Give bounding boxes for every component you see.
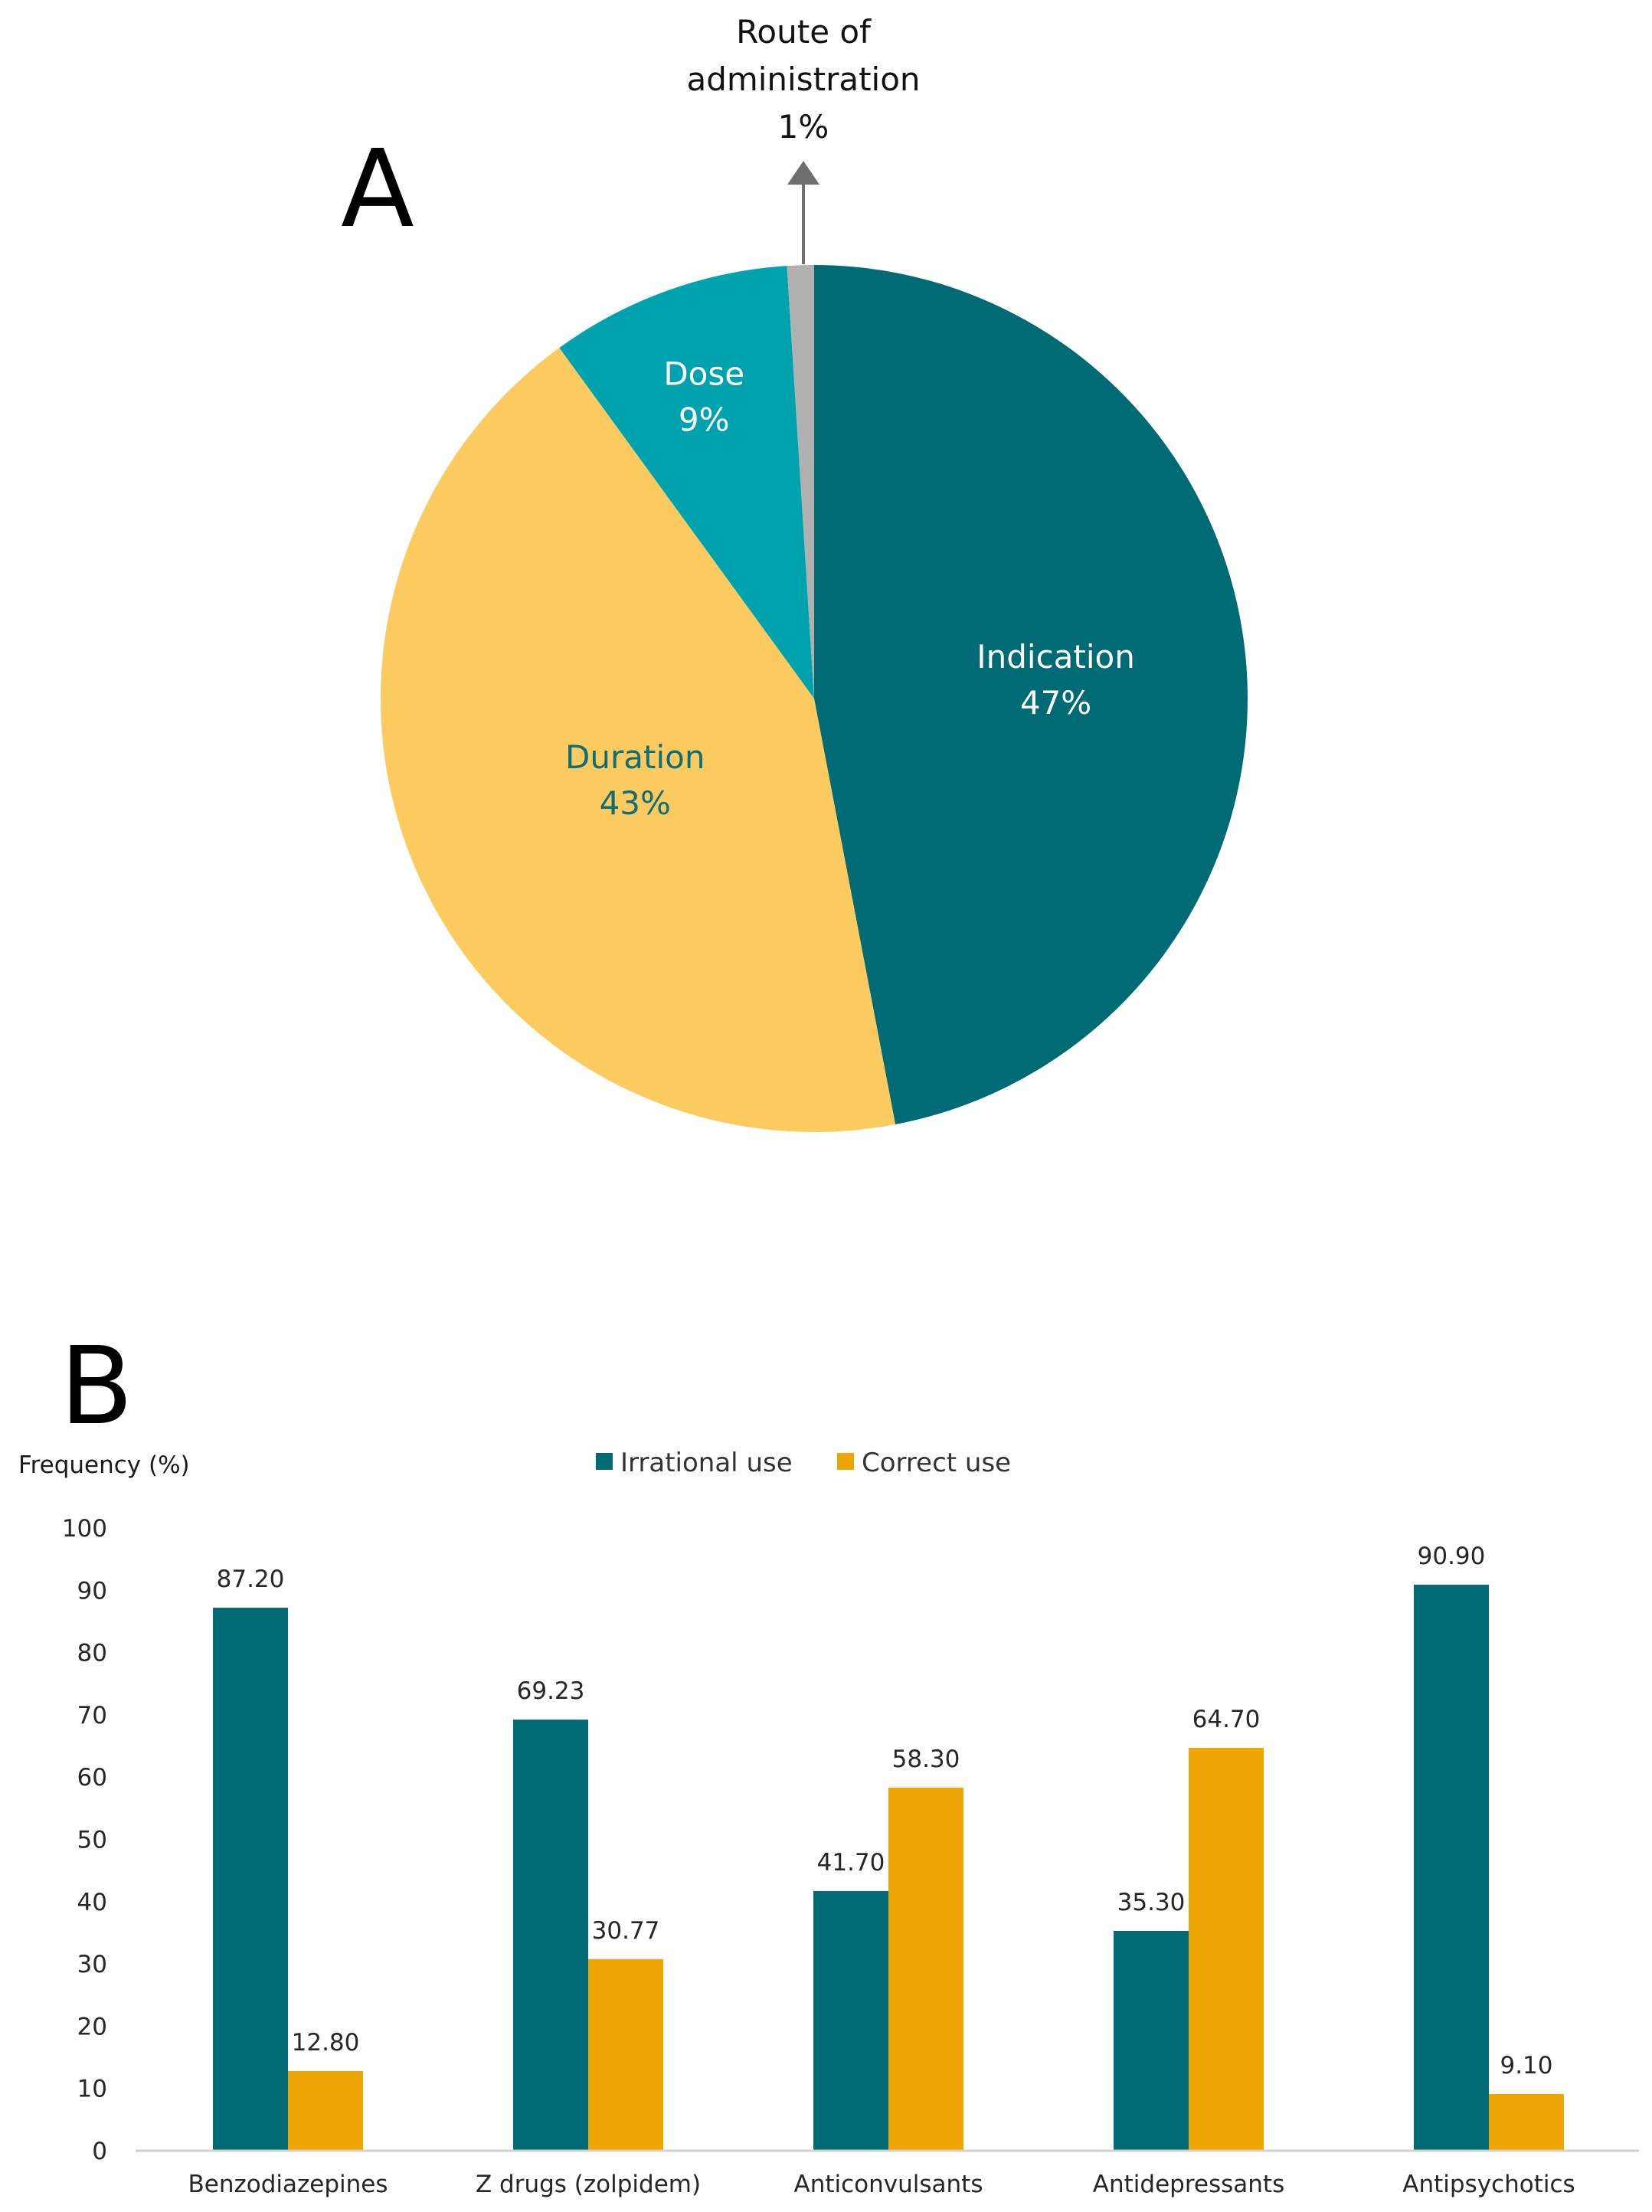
panel-a-letter: A xyxy=(341,127,414,252)
bar-correct-use-antipsychotics xyxy=(1489,2094,1564,2151)
pie-slice-indication xyxy=(814,265,1248,1124)
category-label-antipsychotics: Antipsychotics xyxy=(1402,2171,1575,2198)
y-tick-label-100: 100 xyxy=(62,1515,107,1543)
panel-b-letter: B xyxy=(60,1324,133,1449)
y-tick-label-50: 50 xyxy=(77,1827,107,1854)
y-axis-ticks: 0 10 20 30 40 50 60 70 80 90 100 xyxy=(62,1515,107,2165)
panel-a-pie-chart: A Route of administration 1% Indication 47%… xyxy=(341,13,1248,1132)
route-callout-arrow-head xyxy=(787,161,819,185)
bar-label-correct-use-antipsychotics: 9.10 xyxy=(1500,2052,1552,2079)
category-label-antidepressants: Antidepressants xyxy=(1093,2171,1284,2198)
legend: Irrational use Correct use xyxy=(596,1448,1011,1478)
legend-label-correct-use: Correct use xyxy=(862,1448,1011,1478)
panel-b-bar-chart: B Frequency (%) Irrational use Correct us… xyxy=(18,1324,1639,2198)
y-tick-label-90: 90 xyxy=(77,1577,107,1605)
y-tick-label-40: 40 xyxy=(77,1889,107,1916)
bars xyxy=(213,1584,1564,2151)
bar-label-irrational-use-antipsychotics: 90.90 xyxy=(1418,1543,1486,1570)
bar-value-labels: 87.20 12.80 69.23 30.77 41.70 58.30 35.30 64.70… xyxy=(217,1543,1553,2079)
y-tick-label-30: 30 xyxy=(77,1951,107,1978)
pie-label-dose: Dose 9% xyxy=(663,355,744,439)
bar-label-correct-use-antidepressants: 64.70 xyxy=(1192,1706,1261,1733)
y-tick-label-80: 80 xyxy=(77,1640,107,1667)
bar-label-irrational-use-anticonvulsants: 41.70 xyxy=(817,1849,885,1877)
category-label-anticonvulsants: Anticonvulsants xyxy=(794,2171,983,2198)
route-callout: Route of administration 1% xyxy=(686,13,921,264)
bar-correct-use-anticonvulsants xyxy=(888,1788,963,2151)
pie-label-indication: Indication 47% xyxy=(976,638,1135,722)
y-tick-label-20: 20 xyxy=(77,2013,107,2040)
bar-irrational-use-benzodiazepines xyxy=(213,1608,288,2151)
pie-slices xyxy=(380,265,1248,1132)
pie-labels: Indication 47% Duration 43% Dose 9% xyxy=(565,355,1135,823)
y-tick-label-60: 60 xyxy=(77,1764,107,1792)
bar-label-irrational-use-z-drugs-zolpidem: 69.23 xyxy=(517,1677,585,1705)
legend-label-irrational-use: Irrational use xyxy=(620,1448,793,1478)
bar-label-correct-use-benzodiazepines: 12.80 xyxy=(292,2029,360,2057)
pie-label-duration: Duration 43% xyxy=(565,738,705,822)
y-tick-label-10: 10 xyxy=(77,2076,107,2103)
bar-irrational-use-z-drugs-zolpidem xyxy=(513,1720,588,2151)
category-label-z-drugs-zolpidem: Z drugs (zolpidem) xyxy=(476,2171,701,2198)
legend-swatch-irrational-use xyxy=(596,1453,613,1470)
category-labels: Benzodiazepines Z drugs (zolpidem) Anticon… xyxy=(188,2171,1575,2198)
bar-irrational-use-antidepressants xyxy=(1114,1931,1189,2151)
y-tick-label-70: 70 xyxy=(77,1702,107,1729)
bar-irrational-use-antipsychotics xyxy=(1414,1584,1489,2151)
bar-correct-use-antidepressants xyxy=(1189,1747,1264,2151)
y-tick-label-0: 0 xyxy=(92,2138,107,2165)
bar-correct-use-benzodiazepines xyxy=(288,2070,363,2151)
bar-correct-use-z-drugs-zolpidem xyxy=(588,1958,663,2151)
route-callout-label: Route of administration 1% xyxy=(686,13,920,146)
legend-swatch-correct-use xyxy=(837,1453,854,1470)
bar-label-irrational-use-benzodiazepines: 87.20 xyxy=(217,1566,285,1593)
bar-label-correct-use-anticonvulsants: 58.30 xyxy=(892,1746,960,1773)
category-label-benzodiazepines: Benzodiazepines xyxy=(188,2171,388,2198)
pie-slice-dose xyxy=(559,266,814,699)
bar-label-correct-use-z-drugs-zolpidem: 30.77 xyxy=(592,1917,660,1945)
bar-irrational-use-anticonvulsants xyxy=(813,1890,888,2151)
pie-slice-route-of-administration xyxy=(787,265,814,699)
y-axis-title: Frequency (%) xyxy=(18,1451,190,1479)
pie-slice-duration xyxy=(380,348,896,1132)
bar-label-irrational-use-antidepressants: 35.30 xyxy=(1117,1889,1186,1916)
